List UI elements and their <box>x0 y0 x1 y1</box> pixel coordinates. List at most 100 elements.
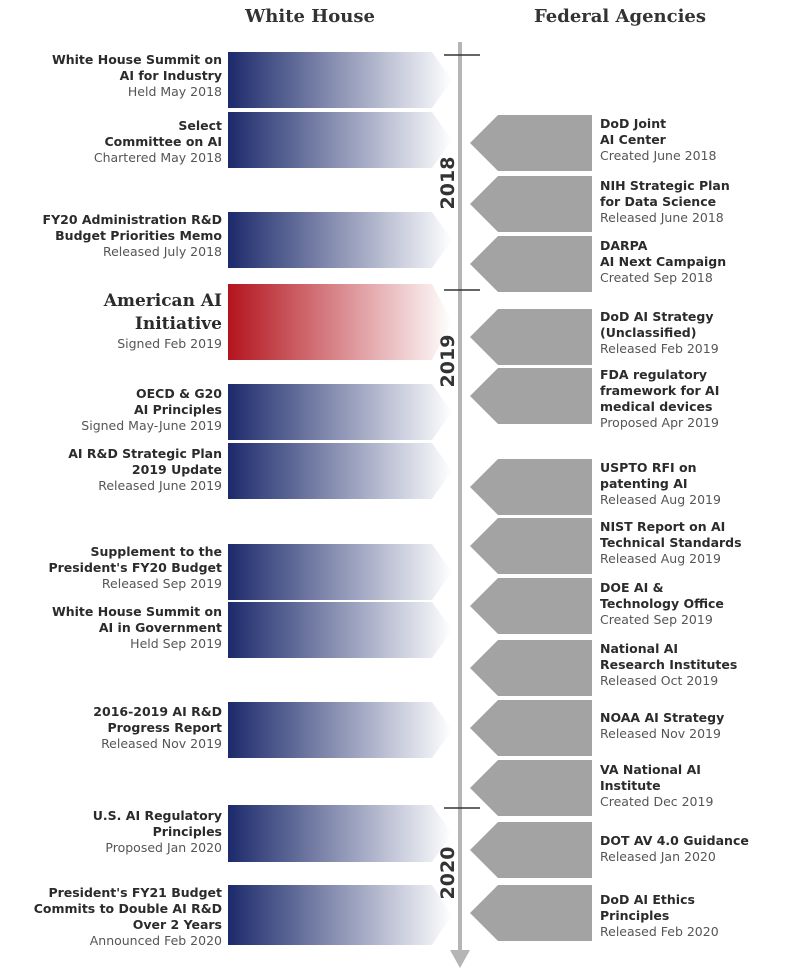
fa-subtitle: Created Dec 2019 <box>600 794 714 809</box>
fa-title-line: Institute <box>600 778 661 793</box>
fa-title-line: Technology Office <box>600 596 724 611</box>
agency-arrow <box>470 885 592 941</box>
wh-title-line: Budget Priorities Memo <box>55 228 222 243</box>
agency-arrow <box>470 459 592 515</box>
fa-label-1: NIH Strategic Plan for Data Science Releas… <box>600 178 730 226</box>
wh-subtitle: Chartered May 2018 <box>93 150 222 165</box>
fa-title-line: medical devices <box>600 399 713 414</box>
white-house-arrow <box>228 544 452 600</box>
agency-arrow <box>470 368 592 424</box>
wh-title-line: AI Principles <box>133 402 222 417</box>
fa-subtitle: Released Feb 2020 <box>600 924 719 939</box>
agency-arrow <box>470 700 592 756</box>
fa-label-7: DOE AI & Technology Office Created Sep 201… <box>600 580 724 628</box>
wh-title-line: Progress Report <box>107 720 222 735</box>
agency-arrow <box>470 115 592 171</box>
wh-title-line: White House Summit on <box>51 52 222 67</box>
fa-label-12: DoD AI Ethics Principles Released Feb 2020 <box>600 892 719 940</box>
fa-label-3: DoD AI Strategy (Unclassified) Released Fe… <box>600 309 719 357</box>
agency-arrow <box>470 236 592 292</box>
agency-arrow <box>470 518 592 574</box>
fa-label-5: USPTO RFI on patenting AI Released Aug 201… <box>600 460 721 508</box>
fa-subtitle: Released Aug 2019 <box>600 492 721 507</box>
fa-label-11: DOT AV 4.0 Guidance Released Jan 2020 <box>600 833 749 865</box>
wh-label-6: Supplement to the President's FY20 Budget… <box>48 544 222 592</box>
agency-arrow <box>470 309 592 365</box>
wh-label-5: AI R&D Strategic Plan 2019 Update Released… <box>68 446 222 494</box>
wh-title-line: Principles <box>152 824 222 839</box>
fa-title-line: NIH Strategic Plan <box>600 178 730 193</box>
agency-arrow <box>470 822 592 878</box>
white-house-arrow <box>228 384 452 440</box>
fa-title-line: for Data Science <box>600 194 717 209</box>
wh-subtitle: Announced Feb 2020 <box>89 933 222 948</box>
year-label-2019: 2019 <box>437 334 459 388</box>
fa-label-2: DARPA AI Next Campaign Created Sep 2018 <box>600 238 726 286</box>
wh-title-line: AI R&D Strategic Plan <box>68 446 222 461</box>
white-house-arrow <box>228 52 452 108</box>
fa-subtitle: Released Nov 2019 <box>600 726 721 741</box>
wh-subtitle: Signed Feb 2019 <box>117 336 222 351</box>
wh-title-line: American AI <box>103 291 222 311</box>
fa-title-line: National AI <box>600 641 679 656</box>
white-house-header: White House <box>245 6 375 27</box>
fa-title-line: NOAA AI Strategy <box>600 710 725 725</box>
wh-label-8: 2016-2019 AI R&D Progress Report Released … <box>93 704 222 752</box>
fa-title-line: NIST Report on AI <box>600 519 726 534</box>
axis-arrowhead <box>450 950 470 968</box>
fa-subtitle: Released June 2018 <box>600 210 724 225</box>
fa-subtitle: Released Aug 2019 <box>600 551 721 566</box>
fa-title-line: DOE AI & <box>600 580 664 595</box>
white-house-arrow <box>228 212 452 268</box>
wh-title-line: Over 2 Years <box>132 917 222 932</box>
fa-title-line: DoD AI Ethics <box>600 892 695 907</box>
agency-arrow <box>470 640 592 696</box>
wh-subtitle: Released June 2019 <box>98 478 222 493</box>
wh-title-line: Commits to Double AI R&D <box>33 901 222 916</box>
fa-label-8: National AI Research Institutes Released O… <box>600 641 737 689</box>
fa-title-line: Principles <box>600 908 670 923</box>
white-house-arrow <box>228 805 452 862</box>
wh-title-line: 2019 Update <box>131 462 222 477</box>
wh-title-line: AI in Government <box>98 620 222 635</box>
wh-label-2: FY20 Administration R&D Budget Priorities… <box>43 212 222 260</box>
white-house-arrow <box>228 885 452 945</box>
fa-title-line: DARPA <box>600 238 648 253</box>
white-house-arrow <box>228 602 452 658</box>
wh-title-line: OECD & G20 <box>136 386 222 401</box>
wh-title-line: AI for Industry <box>119 68 222 83</box>
fa-title-line: FDA regulatory <box>600 367 708 382</box>
wh-title-line: Supplement to the <box>90 544 222 559</box>
wh-title-line: Select <box>178 118 222 133</box>
fa-subtitle: Proposed Apr 2019 <box>600 415 719 430</box>
fa-label-0: DoD Joint AI Center Created June 2018 <box>600 116 716 164</box>
fa-title-line: VA National AI <box>600 762 701 777</box>
wh-title-line: White House Summit on <box>51 604 222 619</box>
fa-title-line: AI Next Campaign <box>600 254 727 269</box>
white-house-arrows <box>228 52 452 945</box>
wh-label-1: Select Committee on AI Chartered May 2018 <box>94 118 222 166</box>
fa-title-line: (Unclassified) <box>600 325 697 340</box>
fa-title-line: Technical Standards <box>600 535 742 550</box>
fa-subtitle: Released Oct 2019 <box>600 673 719 688</box>
fa-subtitle: Created Sep 2019 <box>600 612 713 627</box>
fa-label-4: FDA regulatory framework for AI medical de… <box>600 367 719 431</box>
agency-arrow <box>470 578 592 634</box>
wh-subtitle: Released Sep 2019 <box>101 576 222 591</box>
timeline-axis <box>444 42 480 968</box>
fa-title-line: AI Center <box>600 132 666 147</box>
white-house-arrow <box>228 702 452 758</box>
fa-title-line: framework for AI <box>600 383 720 398</box>
fa-label-9: NOAA AI Strategy Released Nov 2019 <box>600 710 724 742</box>
agency-arrow <box>470 760 592 816</box>
year-label-2020: 2020 <box>437 846 459 900</box>
wh-title-line: FY20 Administration R&D <box>42 212 222 227</box>
wh-subtitle: Proposed Jan 2020 <box>105 840 222 855</box>
white-house-arrow <box>228 443 452 499</box>
wh-subtitle: Released July 2018 <box>102 244 222 259</box>
fa-label-10: VA National AI Institute Created Dec 2019 <box>600 762 713 810</box>
wh-subtitle: Held Sep 2019 <box>130 636 222 651</box>
agency-arrow <box>470 176 592 232</box>
fa-subtitle: Released Feb 2019 <box>600 341 719 356</box>
